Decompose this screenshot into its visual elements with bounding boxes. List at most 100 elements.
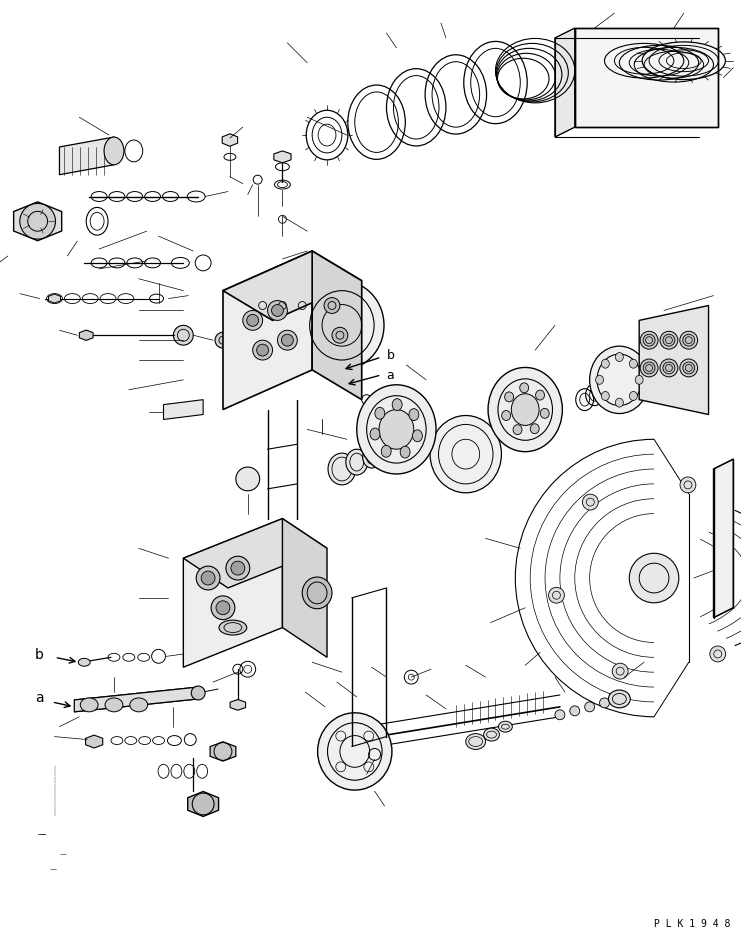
Ellipse shape: [328, 454, 356, 485]
Text: —: —: [59, 851, 67, 856]
Polygon shape: [183, 519, 283, 667]
Ellipse shape: [540, 409, 549, 419]
Circle shape: [174, 326, 193, 346]
Ellipse shape: [512, 395, 539, 426]
Ellipse shape: [660, 332, 678, 349]
Circle shape: [555, 710, 565, 720]
Ellipse shape: [589, 346, 649, 414]
Ellipse shape: [300, 281, 384, 371]
Text: —: —: [49, 866, 57, 871]
Polygon shape: [230, 700, 245, 711]
Text: a: a: [34, 690, 43, 704]
Circle shape: [600, 699, 610, 708]
Circle shape: [191, 686, 205, 700]
Circle shape: [278, 331, 297, 351]
Ellipse shape: [80, 699, 98, 712]
Ellipse shape: [105, 699, 123, 712]
Ellipse shape: [130, 699, 147, 712]
Ellipse shape: [635, 376, 643, 385]
Polygon shape: [49, 295, 61, 304]
Circle shape: [201, 571, 215, 585]
Circle shape: [583, 495, 598, 511]
Polygon shape: [59, 138, 114, 176]
Ellipse shape: [683, 362, 695, 375]
Polygon shape: [223, 252, 312, 410]
Ellipse shape: [357, 385, 436, 475]
Ellipse shape: [616, 398, 623, 408]
Ellipse shape: [629, 392, 637, 401]
Polygon shape: [74, 687, 198, 712]
Polygon shape: [283, 519, 327, 658]
Ellipse shape: [430, 416, 501, 494]
Ellipse shape: [379, 410, 414, 449]
Text: b: b: [387, 348, 394, 362]
Text: a: a: [387, 369, 394, 382]
Ellipse shape: [530, 424, 539, 434]
Ellipse shape: [498, 721, 512, 733]
Ellipse shape: [302, 578, 332, 609]
Polygon shape: [183, 519, 327, 588]
Ellipse shape: [663, 335, 675, 346]
Circle shape: [680, 478, 696, 494]
Ellipse shape: [392, 399, 402, 412]
Text: b: b: [34, 648, 43, 662]
Circle shape: [629, 554, 679, 603]
Ellipse shape: [381, 446, 391, 458]
Ellipse shape: [370, 429, 380, 441]
Ellipse shape: [513, 425, 522, 435]
Ellipse shape: [595, 376, 604, 385]
Text: P L K 1 9 4 8: P L K 1 9 4 8: [654, 918, 731, 928]
Circle shape: [272, 305, 283, 317]
Polygon shape: [312, 252, 362, 400]
Ellipse shape: [616, 353, 623, 362]
Ellipse shape: [680, 332, 698, 349]
Circle shape: [585, 702, 595, 712]
Ellipse shape: [502, 411, 511, 421]
Circle shape: [548, 588, 565, 603]
Circle shape: [247, 315, 259, 327]
Ellipse shape: [318, 713, 392, 790]
Circle shape: [216, 601, 230, 615]
Ellipse shape: [363, 447, 381, 468]
Polygon shape: [222, 135, 238, 147]
Polygon shape: [85, 735, 102, 749]
Circle shape: [744, 553, 748, 569]
Ellipse shape: [466, 733, 485, 750]
Ellipse shape: [683, 335, 695, 346]
Ellipse shape: [601, 360, 610, 369]
Ellipse shape: [640, 332, 658, 349]
Ellipse shape: [520, 383, 529, 394]
Text: —: —: [37, 829, 46, 837]
Circle shape: [19, 204, 55, 240]
Ellipse shape: [660, 360, 678, 378]
Ellipse shape: [400, 447, 410, 459]
Ellipse shape: [412, 430, 423, 443]
Polygon shape: [164, 400, 203, 420]
Polygon shape: [640, 306, 708, 415]
Polygon shape: [714, 460, 733, 618]
Circle shape: [570, 706, 580, 716]
Circle shape: [257, 345, 269, 357]
Ellipse shape: [663, 362, 675, 375]
Circle shape: [268, 301, 287, 321]
Ellipse shape: [104, 138, 124, 165]
Circle shape: [196, 566, 220, 590]
Polygon shape: [79, 330, 93, 341]
Polygon shape: [188, 792, 218, 817]
Ellipse shape: [643, 362, 655, 375]
Ellipse shape: [484, 729, 500, 741]
Ellipse shape: [219, 620, 247, 635]
Circle shape: [253, 341, 272, 361]
Circle shape: [236, 467, 260, 491]
Polygon shape: [274, 152, 291, 163]
Polygon shape: [574, 29, 719, 128]
Ellipse shape: [680, 360, 698, 378]
Circle shape: [281, 335, 293, 346]
Polygon shape: [555, 29, 574, 138]
Ellipse shape: [188, 649, 198, 657]
Ellipse shape: [79, 659, 91, 666]
Polygon shape: [223, 252, 362, 321]
Circle shape: [612, 664, 628, 680]
Ellipse shape: [601, 392, 610, 401]
Ellipse shape: [629, 360, 637, 369]
